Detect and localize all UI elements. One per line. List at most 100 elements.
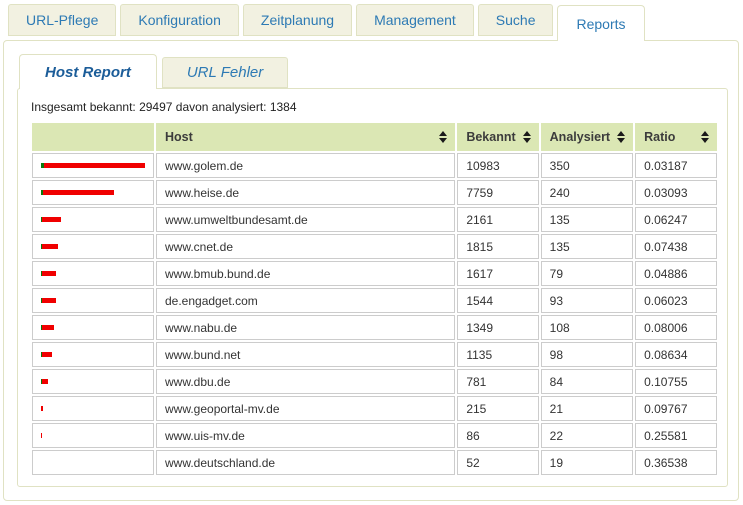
host-bar-cell xyxy=(32,342,154,367)
ratio-cell: 0.06023 xyxy=(635,288,717,313)
host-bar-cell xyxy=(32,423,154,448)
subtab-url-fehler[interactable]: URL Fehler xyxy=(161,57,289,88)
column-header-host[interactable]: Host xyxy=(156,123,456,151)
ratio-cell: 0.08006 xyxy=(635,315,717,340)
host-bar xyxy=(41,352,145,357)
tab-zeitplanung[interactable]: Zeitplanung xyxy=(242,4,353,36)
analysiert-bar-segment xyxy=(41,190,43,195)
host-cell: www.deutschland.de xyxy=(156,450,456,475)
report-sub-tab-bar: Host Report URL Fehler xyxy=(17,54,728,89)
table-row: www.deutschland.de 52 19 0.36538 xyxy=(32,450,717,475)
bekannt-cell: 1815 xyxy=(457,234,539,259)
host-bar xyxy=(41,271,145,276)
host-bar-cell xyxy=(32,288,154,313)
host-bar-cell xyxy=(32,153,154,178)
host-bar xyxy=(41,433,145,438)
table-header: Host Bekannt Analysiert Ratio xyxy=(32,123,717,151)
host-bar-cell xyxy=(32,369,154,394)
host-bar-cell xyxy=(32,315,154,340)
table-row: www.cnet.de 1815 135 0.07438 xyxy=(32,234,717,259)
column-label: Bekannt xyxy=(466,130,516,144)
bekannt-cell: 1617 xyxy=(457,261,539,286)
column-header-bar xyxy=(32,123,154,151)
tab-konfiguration[interactable]: Konfiguration xyxy=(120,4,239,36)
table-row: www.bund.net 1135 98 0.08634 xyxy=(32,342,717,367)
table-row: www.nabu.de 1349 108 0.08006 xyxy=(32,315,717,340)
host-bar xyxy=(41,406,145,411)
analysiert-bar-segment xyxy=(41,379,42,384)
tab-url-pflege[interactable]: URL-Pflege xyxy=(8,4,117,36)
ratio-cell: 0.04886 xyxy=(635,261,717,286)
host-bar xyxy=(41,244,145,249)
host-cell: www.geoportal-mv.de xyxy=(156,396,456,421)
analysiert-cell: 135 xyxy=(540,234,634,259)
ratio-cell: 0.03187 xyxy=(635,153,717,178)
host-bar-cell xyxy=(32,180,154,205)
host-cell: www.nabu.de xyxy=(156,315,456,340)
table-row: www.umweltbundesamt.de 2161 135 0.06247 xyxy=(32,207,717,232)
host-cell: www.heise.de xyxy=(156,180,456,205)
host-bar-cell xyxy=(32,396,154,421)
host-bar-cell xyxy=(32,234,154,259)
ratio-cell: 0.03093 xyxy=(635,180,717,205)
sort-icon xyxy=(617,131,625,143)
table-body: www.golem.de 10983 350 0.03187 www.heise.de 7… xyxy=(32,153,717,475)
column-header-bekannt[interactable]: Bekannt xyxy=(457,123,539,151)
table-row: www.bmub.bund.de 1617 79 0.04886 xyxy=(32,261,717,286)
bekannt-bar-segment xyxy=(42,298,56,303)
host-bar xyxy=(41,298,145,303)
analysiert-cell: 135 xyxy=(540,207,634,232)
analysiert-cell: 84 xyxy=(540,369,634,394)
host-report-table: Host Bekannt Analysiert Ratio www.golem.de 1… xyxy=(30,121,719,477)
bekannt-cell: 7759 xyxy=(457,180,539,205)
column-header-analysiert[interactable]: Analysiert xyxy=(540,123,634,151)
analysiert-bar-segment xyxy=(41,325,42,330)
analysiert-bar-segment xyxy=(41,244,42,249)
host-cell: www.umweltbundesamt.de xyxy=(156,207,456,232)
analysiert-bar-segment xyxy=(41,298,42,303)
column-label: Host xyxy=(165,130,193,144)
ratio-cell: 0.25581 xyxy=(635,423,717,448)
host-cell: www.cnet.de xyxy=(156,234,456,259)
bekannt-cell: 86 xyxy=(457,423,539,448)
column-header-ratio[interactable]: Ratio xyxy=(635,123,717,151)
column-label: Ratio xyxy=(644,130,676,144)
bekannt-bar-segment xyxy=(41,406,43,411)
analysiert-cell: 93 xyxy=(540,288,634,313)
bekannt-bar-segment xyxy=(44,163,145,168)
header-row: Host Bekannt Analysiert Ratio xyxy=(32,123,717,151)
analysiert-cell: 98 xyxy=(540,342,634,367)
ratio-cell: 0.09767 xyxy=(635,396,717,421)
main-tab-bar: URL-Pflege Konfiguration Zeitplanung Manage… xyxy=(0,0,743,41)
host-bar-cell xyxy=(32,261,154,286)
host-bar xyxy=(41,325,145,330)
ratio-cell: 0.36538 xyxy=(635,450,717,475)
bekannt-bar-segment xyxy=(42,352,52,357)
bekannt-bar-segment xyxy=(42,325,54,330)
ratio-cell: 0.10755 xyxy=(635,369,717,394)
host-cell: de.engadget.com xyxy=(156,288,456,313)
bekannt-bar-segment xyxy=(42,244,58,249)
bekannt-cell: 781 xyxy=(457,369,539,394)
analysiert-bar-segment xyxy=(41,271,42,276)
ratio-cell: 0.06247 xyxy=(635,207,717,232)
sort-icon xyxy=(701,131,709,143)
bekannt-cell: 1544 xyxy=(457,288,539,313)
bekannt-cell: 215 xyxy=(457,396,539,421)
tab-reports[interactable]: Reports xyxy=(557,5,645,41)
host-cell: www.golem.de xyxy=(156,153,456,178)
host-bar xyxy=(41,460,145,465)
tab-management[interactable]: Management xyxy=(356,4,474,36)
host-report-panel: Insgesamt bekannt: 29497 davon analysier… xyxy=(17,88,728,487)
subtab-host-report[interactable]: Host Report xyxy=(19,54,157,89)
reports-panel: Host Report URL Fehler Insgesamt bekannt:… xyxy=(3,40,739,501)
analysiert-cell: 19 xyxy=(540,450,634,475)
host-bar-cell xyxy=(32,207,154,232)
host-bar xyxy=(41,190,145,195)
bekannt-bar-segment xyxy=(42,379,48,384)
table-row: www.golem.de 10983 350 0.03187 xyxy=(32,153,717,178)
host-cell: www.dbu.de xyxy=(156,369,456,394)
tab-suche[interactable]: Suche xyxy=(477,4,554,36)
bekannt-bar-segment xyxy=(42,271,56,276)
analysiert-cell: 79 xyxy=(540,261,634,286)
